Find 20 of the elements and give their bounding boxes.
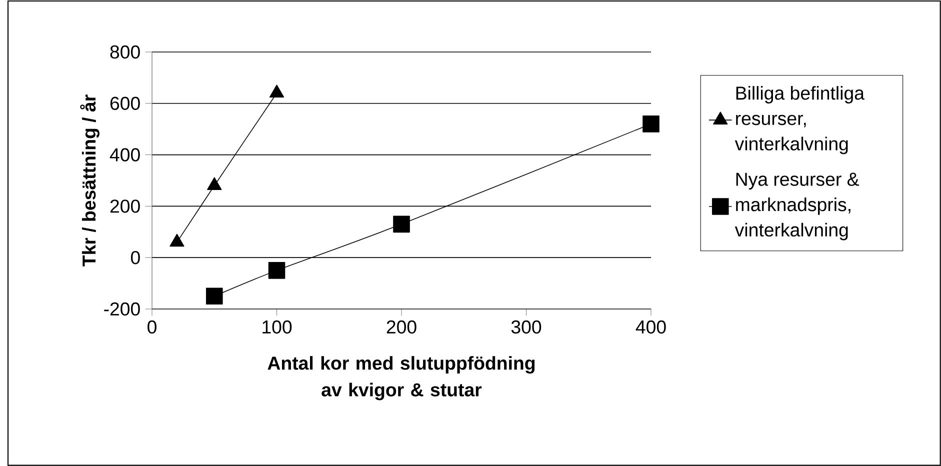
point xyxy=(393,216,410,233)
x-tick-label: 200 xyxy=(386,320,416,334)
y-tick-label: 0 xyxy=(130,250,140,264)
y-tick-label: 600 xyxy=(110,96,140,110)
y-tick-label: 400 xyxy=(110,148,140,162)
point xyxy=(268,262,286,279)
x-tick-label: 100 xyxy=(262,320,292,334)
point xyxy=(206,288,223,305)
legend-label: Nya resurser & marknadspris, vinterkalvning xyxy=(734,172,859,240)
x-tick-label: 0 xyxy=(148,320,156,334)
x-axis-title: Antal kor med slutuppfödning av kvigor & stutar xyxy=(268,356,535,400)
x-tick-label: 400 xyxy=(636,320,666,334)
y-tick-label: -200 xyxy=(104,302,140,316)
point xyxy=(207,177,222,190)
y-tick-label: 200 xyxy=(110,200,140,213)
x-tick-label: 300 xyxy=(511,320,542,334)
y-axis-title: Tkr / besättning / år xyxy=(80,94,100,266)
y-tick-label: 800 xyxy=(110,45,140,59)
legend-label: Billiga befintliga resurser, vinterkalvning xyxy=(734,86,865,154)
point xyxy=(269,84,284,98)
